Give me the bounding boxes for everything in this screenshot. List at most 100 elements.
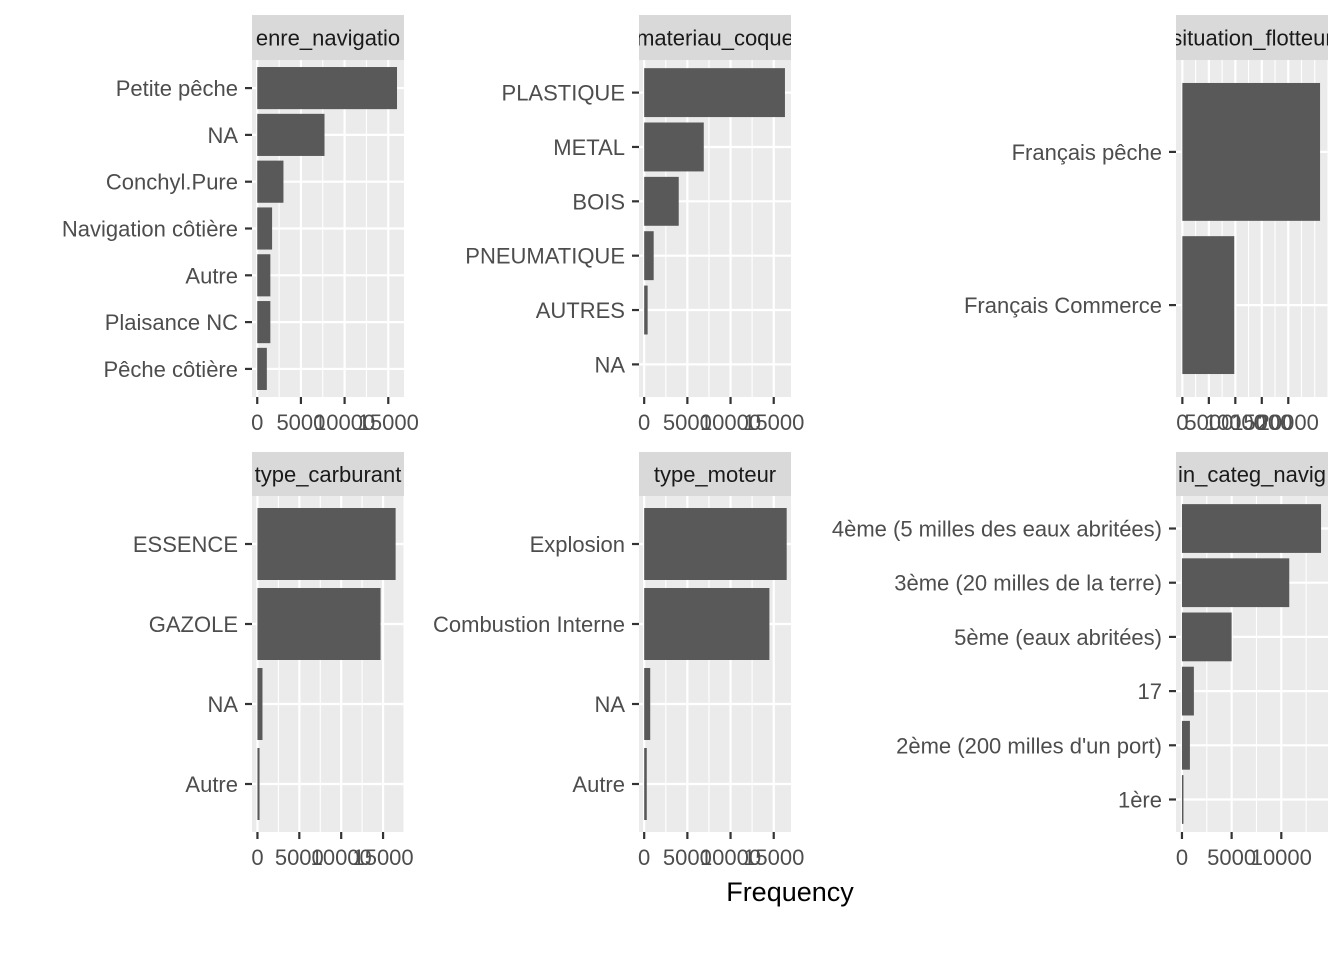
- facet-panel-fin_categ_navigation: in_categ_navig 4ème (5 milles des eaux ab…: [832, 452, 1328, 870]
- x-tick-label: 10000: [314, 410, 375, 435]
- bar: [257, 160, 284, 203]
- facet-strip-label: in_categ_navig: [1178, 462, 1326, 487]
- x-tick-label: 10000: [1205, 410, 1266, 435]
- bar: [644, 68, 785, 118]
- facet-strip: [1176, 452, 1328, 496]
- x-tick-label: 5000: [1184, 410, 1233, 435]
- bar: [1181, 612, 1232, 662]
- bar: [257, 207, 273, 250]
- facet-strip-label: type_carburant: [255, 462, 402, 487]
- x-tick-label: 15000: [1231, 410, 1292, 435]
- bar: [1181, 720, 1190, 770]
- bar: [1181, 504, 1322, 553]
- bar: [644, 176, 679, 226]
- x-tick-label: 0: [1176, 845, 1188, 870]
- bar: [257, 748, 260, 820]
- bar: [644, 508, 787, 580]
- bar: [644, 122, 704, 172]
- facet-panel-type_moteur: type_moteur Explosion Combustion Interne NA…: [433, 452, 804, 870]
- x-tick-label: 5000: [276, 410, 325, 435]
- y-tick-label: NA: [594, 692, 625, 717]
- facet-strip: [639, 452, 791, 496]
- x-tick-label: 0: [251, 845, 263, 870]
- y-tick-label: Explosion: [530, 532, 625, 557]
- y-tick-label: 2ème (200 milles d'un port): [896, 733, 1162, 758]
- y-tick-label: PLASTIQUE: [502, 81, 625, 106]
- bar: [257, 67, 398, 110]
- bar: [1181, 666, 1194, 716]
- x-tick-label: 5000: [275, 845, 324, 870]
- y-tick-label: Français pêche: [1012, 140, 1162, 165]
- x-tick-label: 15000: [743, 845, 804, 870]
- y-tick-label: Conchyl.Pure: [106, 170, 238, 195]
- x-tick-label: 10000: [700, 410, 761, 435]
- bar: [644, 668, 651, 740]
- y-tick-label: Petite pêche: [116, 76, 238, 101]
- x-tick-label: 15000: [743, 410, 804, 435]
- y-tick-label: NA: [207, 692, 238, 717]
- facet-strip: [639, 15, 791, 60]
- x-tick-label: 5000: [1207, 845, 1256, 870]
- x-tick-label: 0: [251, 410, 263, 435]
- x-tick-label: 10000: [700, 845, 761, 870]
- x-tick-label: 0: [1176, 410, 1188, 435]
- bar: [257, 113, 325, 156]
- y-tick-label: Autre: [185, 263, 238, 288]
- bar: [644, 285, 648, 335]
- y-tick-label: NA: [594, 352, 625, 377]
- y-tick-label: AUTRES: [536, 298, 625, 323]
- facet-strip: [252, 452, 404, 496]
- bar: [1181, 775, 1184, 824]
- y-tick-label: BOIS: [572, 189, 625, 214]
- y-tick-label: 3ème (20 milles de la terre): [894, 571, 1162, 596]
- x-tick-label: 15000: [352, 845, 413, 870]
- bar: [644, 588, 770, 660]
- x-tick-label: 0: [638, 410, 650, 435]
- bar: [257, 588, 381, 660]
- facet-strip-label: situation_flotteur: [1171, 26, 1332, 51]
- bar: [257, 347, 267, 390]
- bar: [257, 508, 396, 580]
- bar: [1182, 82, 1321, 221]
- x-tick-label: 10000: [1251, 845, 1312, 870]
- bar: [644, 231, 654, 281]
- bar: [257, 301, 271, 344]
- x-axis-title: Frequency: [726, 877, 854, 907]
- x-tick-label: 20000: [1258, 410, 1319, 435]
- y-tick-label: 5ème (eaux abritées): [954, 625, 1162, 650]
- facet-panel-situation_flotteur: situation_flotteur Français pêche Français…: [964, 15, 1332, 435]
- bar: [1181, 558, 1290, 608]
- y-tick-label: NA: [207, 123, 238, 148]
- y-tick-label: Navigation côtière: [62, 217, 238, 242]
- y-tick-label: Pêche côtière: [103, 357, 238, 382]
- bar: [644, 748, 647, 820]
- facet-panel-materiau_coque: materiau_coque PLASTIQUE METAL BOIS PNEUMATI…: [465, 15, 804, 435]
- y-tick-label: 17: [1138, 679, 1162, 704]
- y-tick-label: 4ème (5 milles des eaux abritées): [832, 517, 1162, 542]
- facet-panels: enre_navigatio Petite pêche NA Conchyl.Pure…: [62, 15, 1332, 870]
- facet-strip: [1176, 15, 1328, 60]
- facet-strip-label: type_moteur: [654, 462, 776, 487]
- x-tick-label: 15000: [358, 410, 419, 435]
- y-tick-label: Français Commerce: [964, 293, 1162, 318]
- y-tick-label: Combustion Interne: [433, 612, 625, 637]
- bar: [1182, 236, 1235, 375]
- y-tick-label: GAZOLE: [149, 612, 238, 637]
- facet-strip-label: enre_navigatio: [256, 26, 400, 51]
- facet-strip: [252, 15, 404, 60]
- bar: [257, 254, 271, 297]
- y-tick-label: ESSENCE: [133, 532, 238, 557]
- facet-strip-label: materiau_coque: [636, 26, 794, 51]
- x-tick-label: 5000: [663, 410, 712, 435]
- x-tick-label: 10000: [311, 845, 372, 870]
- x-tick-label: 5000: [663, 845, 712, 870]
- y-tick-label: PNEUMATIQUE: [465, 244, 625, 269]
- x-tick-label: 0: [638, 845, 650, 870]
- y-tick-label: Autre: [185, 772, 238, 797]
- y-tick-label: Plaisance NC: [105, 310, 238, 335]
- facet-panel-genre_navigation: enre_navigatio Petite pêche NA Conchyl.Pure…: [62, 15, 419, 435]
- bar: [257, 668, 263, 740]
- y-tick-label: Autre: [572, 772, 625, 797]
